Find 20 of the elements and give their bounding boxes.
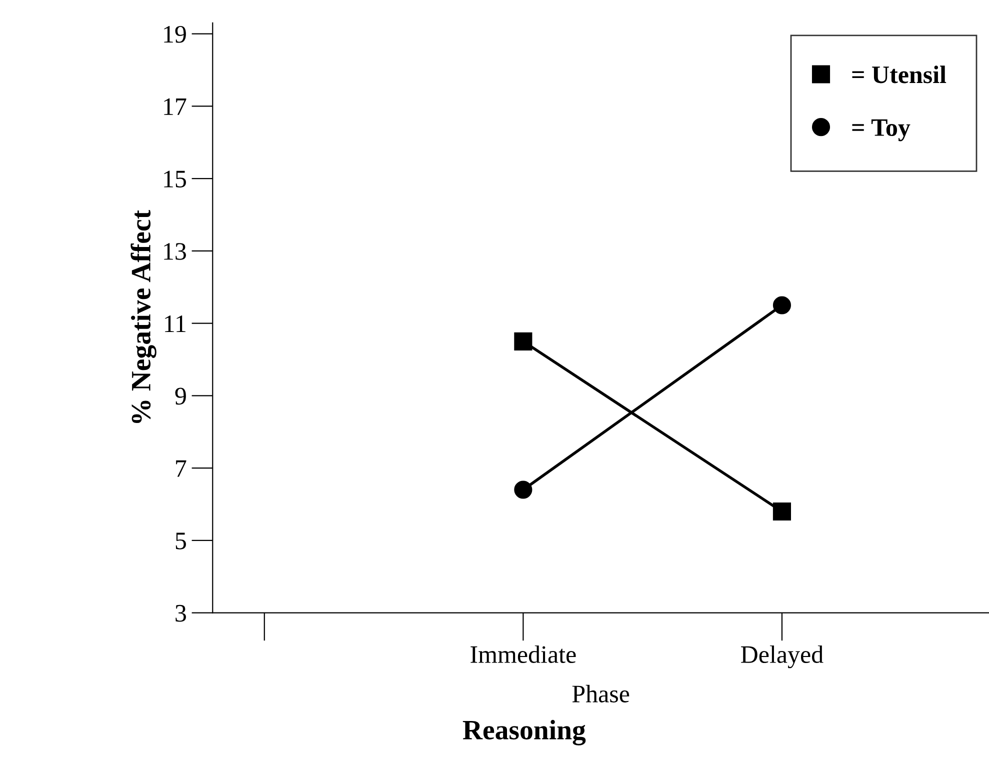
text: Reasoning <box>462 720 586 746</box>
point <box>772 502 791 521</box>
y-tick-label: 5 <box>176 532 186 550</box>
y-axis-title: % Negative Affect <box>130 210 156 424</box>
y-tick-label: 9 <box>175 388 186 405</box>
x-tick-label: Delayed <box>741 645 824 668</box>
point <box>514 332 532 350</box>
y-tick-label: 19 <box>164 26 186 43</box>
legend-label: = Utensil <box>852 66 946 84</box>
y-tick-label: 3 <box>176 604 186 622</box>
point <box>514 480 532 499</box>
legend-label: = Toy <box>852 119 910 142</box>
point <box>772 296 791 314</box>
x-tick-label: Immediate <box>470 645 576 664</box>
y-tick-label: 13 <box>164 243 186 260</box>
y-tick-label: 17 <box>164 98 186 115</box>
x-axis-title: Phase <box>572 684 630 702</box>
y-tick-label: 11 <box>165 315 186 332</box>
y-tick-label: 7 <box>176 460 186 477</box>
y-tick-label: 15 <box>164 170 186 188</box>
